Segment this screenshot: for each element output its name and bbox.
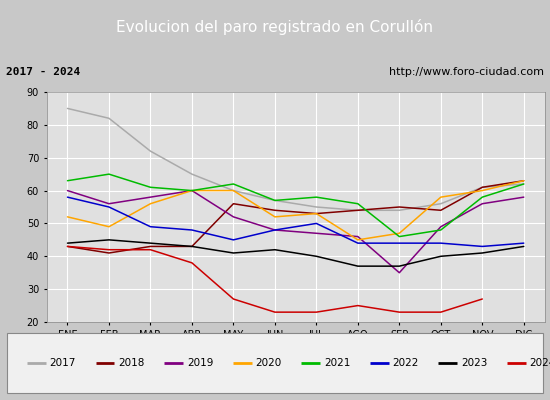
Text: 2018: 2018 bbox=[118, 358, 145, 368]
FancyBboxPatch shape bbox=[7, 333, 543, 393]
Text: 2017 - 2024: 2017 - 2024 bbox=[6, 67, 80, 77]
Text: 2024: 2024 bbox=[530, 358, 550, 368]
Text: 2019: 2019 bbox=[187, 358, 213, 368]
Text: 2023: 2023 bbox=[461, 358, 487, 368]
Text: 2017: 2017 bbox=[50, 358, 76, 368]
Text: 2021: 2021 bbox=[324, 358, 350, 368]
Text: http://www.foro-ciudad.com: http://www.foro-ciudad.com bbox=[389, 67, 544, 77]
Text: 2022: 2022 bbox=[392, 358, 419, 368]
Text: 2020: 2020 bbox=[255, 358, 282, 368]
Text: Evolucion del paro registrado en Corullón: Evolucion del paro registrado en Corulló… bbox=[117, 19, 433, 35]
